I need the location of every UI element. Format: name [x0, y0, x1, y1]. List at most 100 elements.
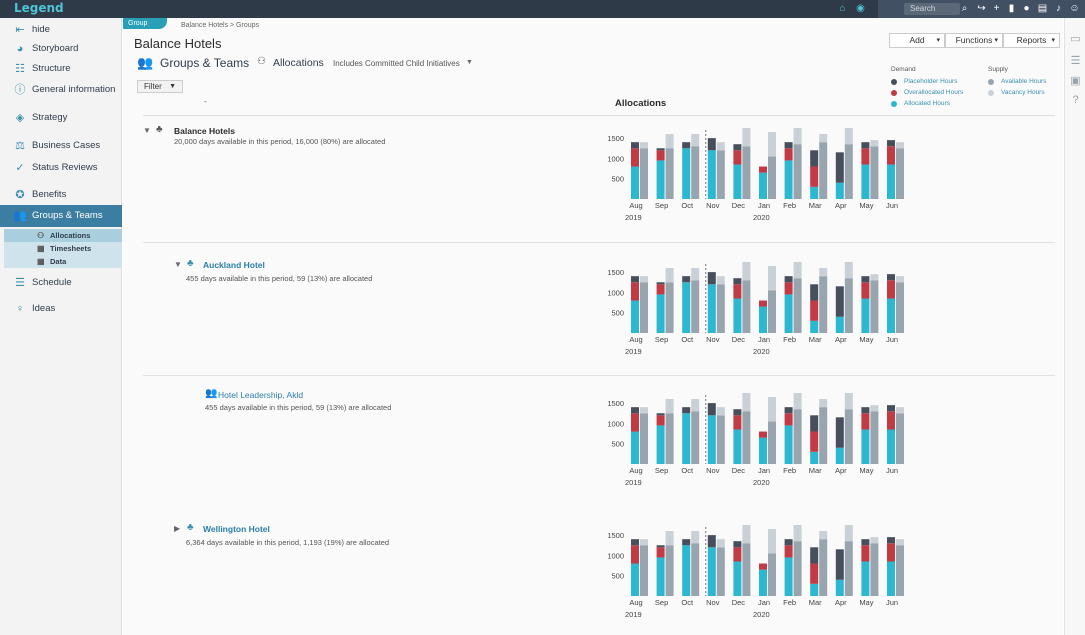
- collapse-toggle-icon[interactable]: ▼: [143, 126, 151, 135]
- y-tick-label: 1500: [607, 531, 624, 540]
- list-icon[interactable]: ☰: [1070, 55, 1081, 67]
- document-icon[interactable]: ▤: [1037, 3, 1048, 14]
- available-bar: [896, 148, 904, 199]
- home-icon[interactable]: ⌂: [839, 3, 846, 14]
- placeholder-bar: [835, 152, 844, 183]
- comments-icon[interactable]: ▭: [1070, 33, 1081, 45]
- year-label: 2019: [625, 347, 642, 356]
- available-bar: [665, 148, 674, 199]
- allocated-bar: [631, 300, 639, 333]
- y-tick-label: 1000: [607, 288, 624, 297]
- legend-demand-title: Demand: [891, 66, 916, 73]
- placeholder-bar: [682, 407, 691, 414]
- share-icon[interactable]: ↪: [977, 3, 986, 14]
- x-tick-label: Apr: [835, 466, 847, 475]
- allocated-bar: [733, 429, 742, 464]
- group-description: 455 days available in this period, 59 (1…: [205, 403, 392, 412]
- sidebar-item-status-reviews[interactable]: ✓ Status Reviews: [0, 157, 122, 179]
- vacancy-bar: [870, 140, 879, 147]
- group-description: 455 days available in this period, 59 (1…: [186, 274, 373, 283]
- allocated-bar: [682, 148, 691, 199]
- sidebar-item-business-cases[interactable]: ⚖ Business Cases: [0, 135, 122, 157]
- group-row: ▼ ♣ Auckland Hotel 455 days available in…: [143, 243, 1055, 376]
- available-bar: [742, 280, 751, 333]
- vacancy-bar: [793, 524, 802, 542]
- overallocated-bar: [631, 413, 639, 432]
- search-icon[interactable]: ⌕: [961, 3, 968, 14]
- functions-button[interactable]: Functions ▾: [945, 33, 1003, 48]
- group-tab[interactable]: Group: [123, 18, 167, 29]
- sidebar-item-structure[interactable]: ☷ Structure: [0, 58, 122, 80]
- help-icon[interactable]: ?: [1072, 94, 1079, 106]
- placeholder-bar: [656, 545, 665, 548]
- breadcrumb[interactable]: Balance Hotels > Groups: [181, 22, 260, 29]
- group-description: 6,364 days available in this period, 1,1…: [186, 538, 390, 547]
- sidebar-item-hide[interactable]: ⇤ hide: [0, 19, 122, 41]
- bookmark-icon[interactable]: ▮: [1008, 3, 1015, 14]
- year-label: 2020: [753, 478, 770, 487]
- subnav-item-timesheets[interactable]: ▦ Timesheets: [37, 244, 92, 253]
- subnav-item-data[interactable]: ▦ Data: [37, 257, 67, 266]
- placeholder-bar: [835, 417, 844, 448]
- year-label: 2020: [753, 213, 770, 222]
- scales-icon: ⚖: [15, 140, 25, 152]
- right-rail: ▭ ☰ ▣ ?: [1064, 18, 1085, 635]
- overallocated-bar: [861, 148, 870, 165]
- x-tick-label: Jan: [758, 466, 770, 475]
- sidebar-item-strategy[interactable]: ◈ Strategy: [0, 107, 122, 129]
- group-name[interactable]: Hotel Leadership, Akld: [218, 390, 304, 400]
- allocated-bar: [759, 569, 767, 596]
- add-button[interactable]: Add ▾: [889, 33, 945, 48]
- collapse-toggle-icon[interactable]: ▼: [174, 260, 182, 269]
- filter-button[interactable]: Filter ▼: [137, 80, 183, 93]
- x-tick-label: Feb: [783, 466, 796, 475]
- vacancy-bar: [640, 539, 648, 546]
- x-tick-label: Jun: [886, 201, 898, 210]
- legend-swatch: [891, 101, 897, 107]
- available-bar: [716, 547, 725, 596]
- available-bar: [896, 545, 904, 596]
- sidebar-item-storyboard[interactable]: ◕ Storyboard: [0, 38, 122, 60]
- sidebar-item-groups-teams[interactable]: 👥 Groups & Teams: [0, 205, 122, 227]
- org-chart-icon: ♣: [187, 522, 194, 533]
- available-bar: [665, 545, 674, 596]
- expand-toggle-icon[interactable]: ▶: [174, 524, 181, 533]
- group-name[interactable]: Balance Hotels: [174, 126, 235, 136]
- sidebar-item-general-information[interactable]: ⓘ General information: [0, 79, 122, 101]
- allocated-bar: [682, 282, 691, 333]
- available-bar: [768, 553, 776, 596]
- available-bar: [870, 411, 879, 464]
- chart-legend: Demand Supply Placeholder Hours Overallo…: [891, 66, 1047, 107]
- sidebar-item-ideas[interactable]: ♀ Ideas: [0, 298, 122, 320]
- group-name[interactable]: Wellington Hotel: [203, 524, 270, 534]
- sidebar-item-benefits[interactable]: ✪ Benefits: [0, 184, 122, 206]
- x-tick-label: Dec: [732, 466, 746, 475]
- overallocated-bar: [784, 545, 793, 558]
- user-icon[interactable]: ☺: [1069, 3, 1080, 14]
- globe-icon[interactable]: ◉: [856, 3, 865, 14]
- include-dropdown[interactable]: Includes Committed Child Initiatives: [333, 59, 460, 68]
- available-bar: [742, 543, 751, 596]
- add-icon[interactable]: +: [993, 3, 1000, 14]
- bell-icon[interactable]: ♪: [1056, 3, 1061, 14]
- vacancy-bar: [793, 392, 802, 410]
- placeholder-bar: [861, 407, 870, 414]
- lock-icon[interactable]: ▣: [1070, 75, 1081, 87]
- allocated-bar: [810, 583, 819, 596]
- y-tick-label: 1000: [607, 551, 624, 560]
- overallocated-bar: [887, 411, 895, 430]
- search-input[interactable]: Search: [904, 3, 960, 15]
- allocated-bar: [656, 160, 665, 199]
- x-tick-label: Aug: [629, 598, 642, 607]
- vacancy-bar: [844, 392, 853, 410]
- reports-button[interactable]: Reports ▾: [1003, 33, 1060, 48]
- sidebar-item-schedule[interactable]: ☰ Schedule: [0, 272, 122, 294]
- x-tick-label: Feb: [783, 598, 796, 607]
- vacancy-bar: [665, 531, 674, 546]
- comment-icon[interactable]: ●: [1023, 3, 1030, 14]
- subnav-item-allocations[interactable]: ⚇ Allocations: [4, 229, 122, 242]
- vacancy-bar: [716, 276, 725, 285]
- group-name[interactable]: Auckland Hotel: [203, 260, 265, 270]
- chevron-down-icon[interactable]: ▼: [466, 59, 473, 66]
- group-description: 20,000 days available in this period, 16…: [174, 137, 386, 146]
